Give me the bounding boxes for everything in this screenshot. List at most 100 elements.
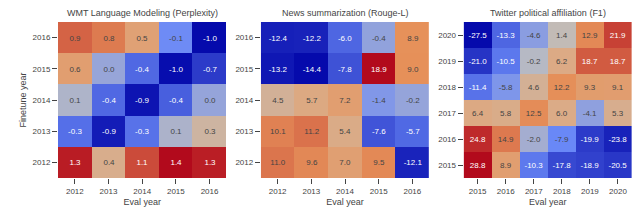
svg-text:0.8: 0.8: [103, 34, 115, 43]
svg-text:2016: 2016: [235, 33, 253, 42]
svg-text:9.5: 9.5: [373, 158, 385, 167]
svg-text:11.0: 11.0: [270, 158, 286, 167]
svg-text:2015: 2015: [235, 65, 253, 74]
svg-text:2016: 2016: [201, 187, 219, 196]
svg-text:2015: 2015: [167, 187, 185, 196]
svg-text:2019: 2019: [438, 57, 456, 66]
svg-text:-1.4: -1.4: [372, 96, 386, 105]
svg-text:2012: 2012: [66, 187, 84, 196]
svg-text:Finetune year: Finetune year: [18, 72, 28, 127]
svg-text:12.9: 12.9: [582, 31, 598, 40]
svg-text:24.8: 24.8: [470, 135, 486, 144]
svg-text:2015: 2015: [469, 187, 487, 196]
svg-text:0.6: 0.6: [69, 65, 81, 74]
svg-text:2016: 2016: [497, 187, 515, 196]
svg-text:2013: 2013: [33, 127, 51, 136]
svg-text:5.7: 5.7: [306, 96, 318, 105]
svg-text:6.4: 6.4: [472, 109, 484, 118]
svg-text:-0.9: -0.9: [135, 96, 149, 105]
svg-text:12.2: 12.2: [554, 83, 570, 92]
svg-text:14.9: 14.9: [498, 135, 514, 144]
svg-text:0.4: 0.4: [103, 158, 115, 167]
svg-text:2014: 2014: [133, 187, 151, 196]
svg-text:9.3: 9.3: [584, 83, 596, 92]
svg-text:-0.7: -0.7: [203, 65, 217, 74]
svg-text:1.1: 1.1: [136, 158, 148, 167]
svg-text:-17.8: -17.8: [553, 161, 572, 170]
svg-text:-5.8: -5.8: [499, 83, 513, 92]
svg-text:2013: 2013: [100, 187, 118, 196]
svg-text:-1.0: -1.0: [169, 65, 183, 74]
svg-text:0.1: 0.1: [69, 96, 81, 105]
svg-text:Twitter political affiliation: Twitter political affiliation (F1): [490, 8, 606, 18]
svg-text:4.5: 4.5: [272, 96, 284, 105]
svg-text:1.4: 1.4: [556, 31, 568, 40]
svg-text:2014: 2014: [33, 96, 51, 105]
svg-text:-10.5: -10.5: [497, 57, 516, 66]
svg-text:-13.2: -13.2: [269, 65, 288, 74]
svg-text:2012: 2012: [235, 158, 253, 167]
svg-text:2015: 2015: [370, 187, 388, 196]
svg-text:10.1: 10.1: [270, 127, 286, 136]
svg-text:-20.5: -20.5: [609, 161, 628, 170]
svg-text:5.4: 5.4: [339, 127, 351, 136]
svg-text:-21.0: -21.0: [469, 57, 488, 66]
svg-text:0.5: 0.5: [136, 34, 148, 43]
svg-text:2016: 2016: [403, 187, 421, 196]
svg-text:-0.2: -0.2: [406, 96, 420, 105]
svg-text:6.2: 6.2: [556, 57, 568, 66]
svg-text:2014: 2014: [235, 96, 253, 105]
svg-text:1.4: 1.4: [170, 158, 182, 167]
svg-text:WMT Language Modeling (Perplex: WMT Language Modeling (Perplexity): [67, 8, 218, 18]
svg-text:21.9: 21.9: [610, 31, 626, 40]
svg-text:-6.0: -6.0: [338, 34, 352, 43]
svg-text:11.2: 11.2: [304, 127, 320, 136]
svg-text:Eval year: Eval year: [326, 197, 364, 207]
svg-text:2013: 2013: [302, 187, 320, 196]
svg-text:-19.9: -19.9: [581, 135, 600, 144]
svg-text:-4.1: -4.1: [583, 109, 597, 118]
svg-text:2012: 2012: [33, 158, 51, 167]
svg-text:2020: 2020: [438, 31, 456, 40]
svg-text:-12.2: -12.2: [303, 34, 322, 43]
svg-text:2017: 2017: [438, 109, 456, 118]
svg-text:-0.4: -0.4: [135, 65, 149, 74]
svg-text:6.0: 6.0: [556, 109, 568, 118]
svg-text:9.6: 9.6: [306, 158, 318, 167]
svg-text:2020: 2020: [609, 187, 627, 196]
svg-text:-18.9: -18.9: [581, 161, 600, 170]
svg-text:2018: 2018: [553, 187, 571, 196]
svg-text:-0.3: -0.3: [135, 127, 149, 136]
svg-text:-0.1: -0.1: [169, 34, 183, 43]
svg-text:2017: 2017: [525, 187, 543, 196]
svg-text:9.1: 9.1: [612, 83, 624, 92]
svg-text:-7.6: -7.6: [372, 127, 386, 136]
svg-text:0.1: 0.1: [170, 127, 182, 136]
svg-text:8.9: 8.9: [500, 161, 512, 170]
svg-text:2014: 2014: [336, 187, 354, 196]
svg-text:1.3: 1.3: [204, 158, 216, 167]
svg-text:18.9: 18.9: [371, 65, 387, 74]
svg-text:2018: 2018: [438, 83, 456, 92]
svg-text:Eval year: Eval year: [529, 197, 567, 207]
svg-text:-0.2: -0.2: [527, 57, 541, 66]
svg-text:18.7: 18.7: [610, 57, 626, 66]
svg-text:4.6: 4.6: [528, 83, 540, 92]
svg-text:18.7: 18.7: [582, 57, 598, 66]
svg-text:5.3: 5.3: [612, 109, 624, 118]
svg-text:-12.1: -12.1: [404, 158, 423, 167]
svg-text:2016: 2016: [438, 135, 456, 144]
svg-text:-11.4: -11.4: [469, 83, 487, 92]
svg-text:2012: 2012: [269, 187, 287, 196]
svg-text:-0.9: -0.9: [102, 127, 116, 136]
svg-text:-14.4: -14.4: [303, 65, 322, 74]
svg-text:8.9: 8.9: [407, 34, 419, 43]
svg-text:2015: 2015: [438, 161, 456, 170]
svg-text:2016: 2016: [33, 33, 51, 42]
svg-text:12.5: 12.5: [526, 109, 542, 118]
svg-text:1.3: 1.3: [69, 158, 81, 167]
svg-text:Eval year: Eval year: [123, 197, 161, 207]
svg-text:-23.8: -23.8: [609, 135, 628, 144]
svg-text:-27.5: -27.5: [469, 31, 488, 40]
svg-text:5.8: 5.8: [500, 109, 512, 118]
